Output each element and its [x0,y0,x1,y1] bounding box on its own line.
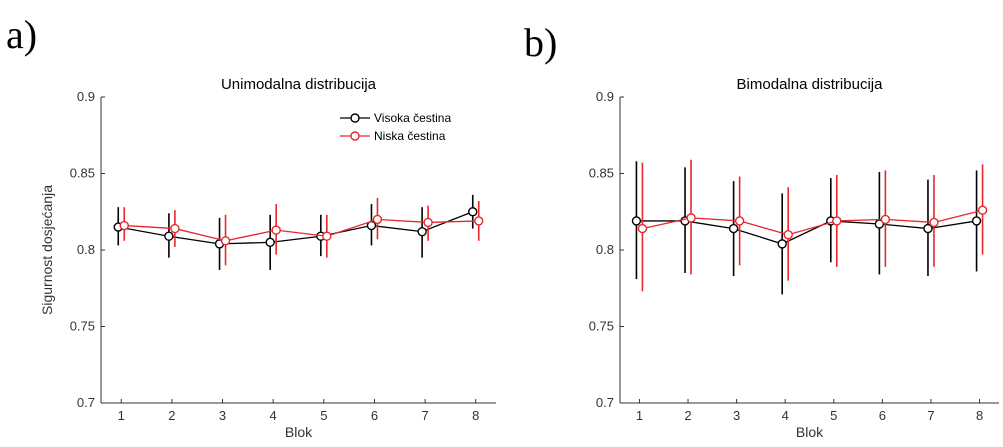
chart-unimodal: 0.7 0.75 0.8 0.85 0.9 1 2 3 4 5 6 7 8 Unimodalna dist… [39,76,496,440]
panel-letter-a: a) [6,12,37,57]
y-tick-label: 0.7 [596,395,614,410]
data-point [170,223,180,234]
data-point [977,205,988,215]
data-point [423,217,433,228]
data-point [271,225,281,235]
y-tick-label: 0.85 [70,166,95,181]
x-axis-label: Blok [285,424,313,440]
series-1 [119,197,484,266]
data-point [734,216,745,226]
data-point [832,216,842,226]
series-0 [631,161,982,295]
x-tick-label: 5 [830,408,837,423]
legend-marker [350,131,360,141]
series-1 [637,159,988,292]
data-point [971,216,982,226]
data-point [265,237,275,248]
x-tick-label: 2 [168,408,175,423]
legend-marker [350,113,360,123]
data-point [417,226,427,237]
data-point [880,214,891,225]
data-point [777,239,787,249]
x-tick-label: 6 [879,408,886,423]
x-tick-label: 7 [927,408,934,423]
data-point [631,216,642,226]
x-tick-label: 2 [684,408,691,423]
x-tick-label: 4 [270,408,277,423]
series-0 [113,194,478,270]
data-point [322,231,332,241]
y-tick-label: 0.85 [589,166,614,181]
legend-entry: Niska čestina [374,129,446,143]
x-tick-label: 4 [782,408,789,423]
data-point [783,229,793,240]
series-line [118,211,473,245]
panel-letter-b: b) [524,20,557,65]
x-tick-label: 8 [976,408,983,423]
data-point [929,217,939,228]
data-point [220,236,231,246]
data-point [686,213,696,223]
x-tick-label: 6 [371,408,378,423]
y-tick-label: 0.9 [77,89,95,104]
y-tick-label: 0.75 [589,319,614,334]
data-point [474,216,484,226]
data-point [637,223,648,234]
y-tick-label: 0.75 [70,319,95,334]
y-axis-label: Sigurnost dosjećanja [39,185,55,315]
series-line [642,209,983,236]
legend-entry: Visoka čestina [374,111,451,125]
x-tick-label: 5 [320,408,327,423]
x-tick-label: 3 [733,408,740,423]
y-tick-label: 0.9 [596,89,614,104]
x-tick-label: 3 [219,408,226,423]
chart-title: Bimodalna distribucija [737,76,884,93]
data-point [468,207,478,217]
x-tick-label: 8 [472,408,479,423]
data-point [164,231,174,241]
x-tick-label: 7 [421,408,428,423]
y-tick-label: 0.8 [77,242,95,257]
data-point [728,223,739,234]
data-point [372,214,383,225]
y-tick-label: 0.8 [596,242,614,257]
x-tick-label: 1 [118,408,125,423]
data-point [923,223,933,234]
series-line [124,218,479,242]
y-tick-label: 0.7 [77,395,95,410]
x-axis-label: Blok [796,424,824,440]
chart-bimodal: 0.7 0.75 0.8 0.85 0.9 1 2 3 4 5 6 7 8 Bimodalna distr… [589,76,999,440]
chart-title: Unimodalna distribucija [221,76,377,93]
series-line [636,220,977,245]
x-tick-label: 1 [636,408,643,423]
data-point [119,220,129,231]
